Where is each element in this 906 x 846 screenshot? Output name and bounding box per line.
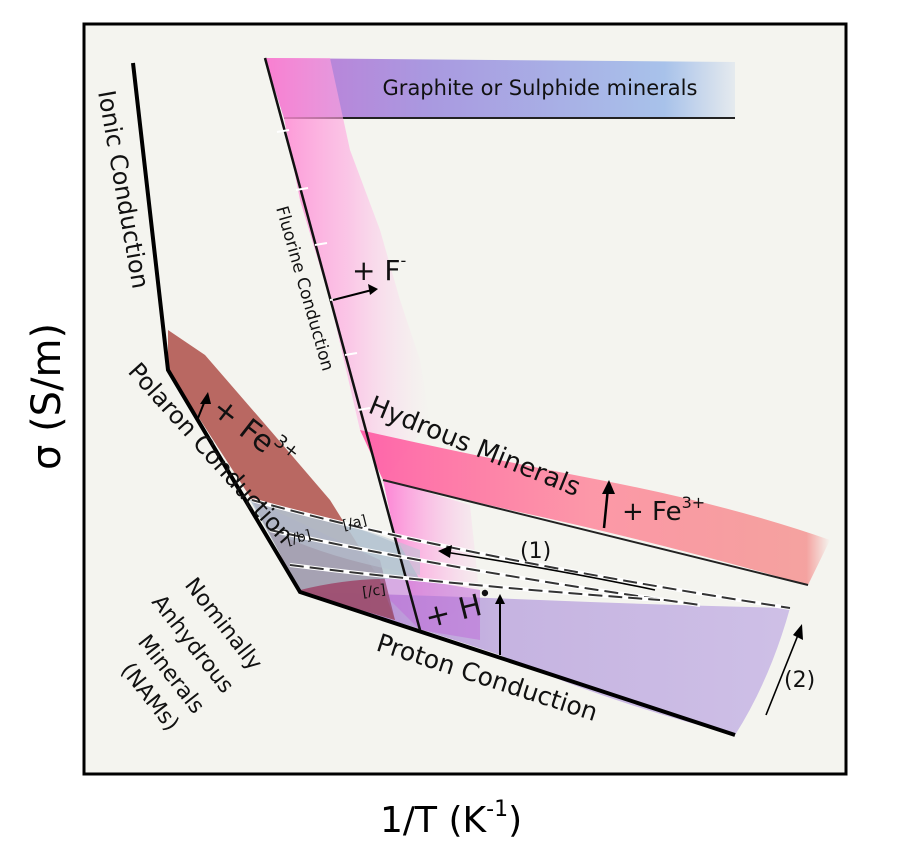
x-axis-label: 1/T (K-1)	[380, 797, 522, 841]
arrow-2-label: (2)	[784, 668, 815, 693]
hydrous-line	[382, 479, 809, 586]
dir-b-curve	[269, 529, 701, 606]
hydrous-region	[360, 430, 830, 585]
dir-c-curve	[289, 564, 661, 601]
fluorine-arrow	[368, 284, 378, 295]
dir-a-label: [/a]	[341, 512, 368, 533]
arrow-1-line	[444, 551, 656, 591]
fe-left-arrow	[200, 392, 211, 404]
ionic-polaron-proton-boundary	[131, 62, 736, 737]
dir-b-label: [/b]	[285, 527, 313, 548]
plus-fe-right-label: + Fe3+	[622, 493, 705, 527]
h-arrow	[495, 594, 505, 604]
y-axis-label: σ (S/m)	[24, 323, 70, 470]
fe-right-arrow	[602, 480, 615, 494]
graphite-label: Graphite or Sulphide minerals	[383, 76, 698, 100]
graphite-region	[265, 58, 735, 118]
dir-c-label: [/c]	[361, 582, 386, 601]
fluorine-region	[265, 58, 430, 480]
arrow-1-label: (1)	[520, 539, 551, 564]
arrow-2-line	[765, 629, 801, 716]
plus-f-label: + F-	[352, 251, 406, 287]
